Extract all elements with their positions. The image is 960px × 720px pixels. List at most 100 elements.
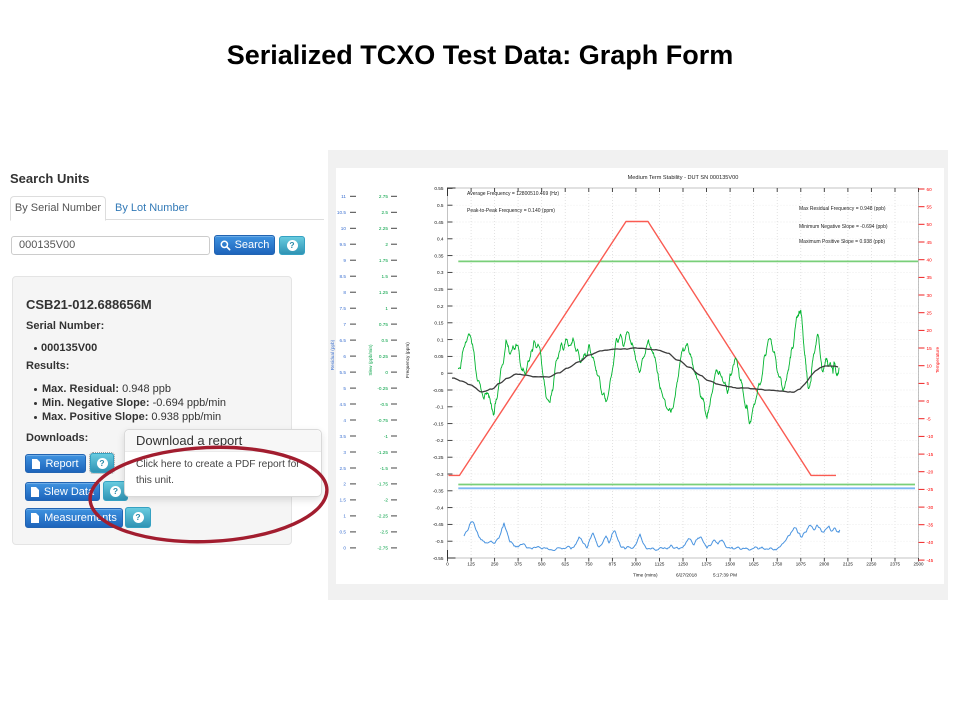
svg-text:Slew (ppb/min): Slew (ppb/min) (368, 344, 373, 376)
svg-text:1875: 1875 (796, 562, 807, 567)
svg-text:4.5: 4.5 (339, 402, 346, 407)
svg-text:625: 625 (561, 562, 569, 567)
svg-text:-2.5: -2.5 (380, 530, 388, 535)
svg-text:500: 500 (538, 562, 546, 567)
svg-text:4: 4 (343, 418, 346, 423)
svg-text:1: 1 (385, 306, 388, 311)
svg-text:5.5: 5.5 (339, 370, 346, 375)
svg-text:60: 60 (927, 187, 933, 192)
svg-text:0: 0 (441, 371, 444, 376)
svg-text:-1.75: -1.75 (377, 482, 388, 487)
svg-text:-0.25: -0.25 (377, 386, 388, 391)
svg-text:2375: 2375 (890, 562, 901, 567)
svg-text:2125: 2125 (843, 562, 854, 567)
svg-text:Residual (ppb): Residual (ppb) (330, 339, 335, 370)
svg-text:2: 2 (343, 482, 346, 487)
svg-text:-0.75: -0.75 (377, 418, 388, 423)
svg-text:9: 9 (343, 258, 346, 263)
svg-text:Temperature: Temperature (935, 346, 940, 373)
svg-text:Maximum Positive Slope = 0.938: Maximum Positive Slope = 0.938 (ppb) (799, 239, 885, 245)
svg-text:875: 875 (609, 562, 617, 567)
svg-text:5: 5 (927, 381, 930, 386)
svg-text:-0.35: -0.35 (433, 489, 444, 494)
svg-text:3.5: 3.5 (339, 434, 346, 439)
svg-text:-2.75: -2.75 (377, 546, 388, 551)
svg-text:2.75: 2.75 (379, 194, 389, 199)
svg-text:0.75: 0.75 (379, 322, 389, 327)
svg-text:1: 1 (343, 514, 346, 519)
svg-text:30: 30 (927, 293, 933, 298)
svg-text:Frequency (ppm): Frequency (ppm) (405, 342, 410, 378)
svg-text:0.25: 0.25 (434, 287, 444, 292)
svg-text:2: 2 (385, 242, 388, 247)
svg-text:10: 10 (341, 226, 347, 231)
svg-text:-0.15: -0.15 (433, 421, 444, 426)
svg-text:1375: 1375 (701, 562, 712, 567)
svg-text:-25: -25 (927, 487, 934, 492)
svg-text:-0.55: -0.55 (433, 556, 444, 561)
svg-text:-0.2: -0.2 (435, 438, 443, 443)
svg-text:1.75: 1.75 (379, 258, 389, 263)
svg-text:375: 375 (514, 562, 522, 567)
svg-text:15: 15 (927, 346, 933, 351)
svg-text:1.5: 1.5 (381, 274, 388, 279)
svg-text:Minimum Negative Slope = -0.69: Minimum Negative Slope = -0.694 (ppb) (799, 224, 888, 230)
svg-text:-5: -5 (927, 417, 932, 422)
svg-text:Medium Term Stability - DUT SN: Medium Term Stability - DUT SN 000135V00 (628, 175, 739, 181)
svg-text:-0.3: -0.3 (435, 472, 443, 477)
svg-text:125: 125 (467, 562, 475, 567)
svg-text:-1.25: -1.25 (377, 450, 388, 455)
svg-text:3: 3 (343, 450, 346, 455)
svg-text:0.15: 0.15 (434, 321, 444, 326)
svg-text:45: 45 (927, 240, 933, 245)
svg-text:Time (mins): Time (mins) (633, 573, 658, 578)
svg-text:-2: -2 (384, 498, 389, 503)
svg-text:6: 6 (343, 354, 346, 359)
svg-text:35: 35 (927, 275, 933, 280)
svg-text:9.5: 9.5 (339, 242, 346, 247)
svg-text:Average Frequency = 12800510.4: Average Frequency = 12800510.469 (Hz) (467, 191, 559, 197)
svg-text:1.25: 1.25 (379, 290, 389, 295)
svg-text:40: 40 (927, 258, 933, 263)
svg-text:1250: 1250 (678, 562, 689, 567)
svg-text:0.55: 0.55 (434, 186, 444, 191)
svg-text:0.45: 0.45 (434, 220, 444, 225)
svg-text:50: 50 (927, 222, 933, 227)
svg-text:750: 750 (585, 562, 593, 567)
svg-text:10: 10 (927, 364, 933, 369)
svg-text:20: 20 (927, 328, 933, 333)
svg-text:1625: 1625 (749, 562, 760, 567)
svg-text:0.5: 0.5 (437, 203, 444, 208)
svg-text:5:17:39 PM: 5:17:39 PM (713, 573, 737, 578)
svg-text:7: 7 (343, 322, 346, 327)
svg-text:8: 8 (343, 290, 346, 295)
svg-text:-0.4: -0.4 (435, 505, 443, 510)
svg-text:2.5: 2.5 (381, 210, 388, 215)
svg-text:6.5: 6.5 (339, 338, 346, 343)
svg-text:-35: -35 (927, 523, 934, 528)
svg-text:0.3: 0.3 (437, 270, 444, 275)
svg-text:-2.25: -2.25 (377, 514, 388, 519)
svg-text:25: 25 (927, 311, 933, 316)
svg-text:-0.45: -0.45 (433, 522, 444, 527)
svg-text:2.25: 2.25 (379, 226, 389, 231)
svg-text:-15: -15 (927, 452, 934, 457)
svg-text:-0.5: -0.5 (380, 402, 388, 407)
svg-text:250: 250 (491, 562, 499, 567)
svg-text:0.05: 0.05 (434, 354, 444, 359)
svg-text:0.2: 0.2 (437, 304, 444, 309)
svg-text:0.25: 0.25 (379, 354, 389, 359)
svg-text:Peak-to-Peak Frequency = 0.140: Peak-to-Peak Frequency = 0.140 (ppm) (467, 208, 555, 214)
svg-text:-0.1: -0.1 (435, 405, 443, 410)
svg-text:1750: 1750 (772, 562, 783, 567)
svg-text:1125: 1125 (655, 562, 665, 567)
svg-text:0.5: 0.5 (381, 338, 388, 343)
svg-text:0.4: 0.4 (437, 237, 444, 242)
svg-text:55: 55 (927, 205, 933, 210)
svg-text:-0.25: -0.25 (433, 455, 444, 460)
svg-text:10.5: 10.5 (337, 210, 347, 215)
svg-text:0: 0 (385, 370, 388, 375)
svg-text:1000: 1000 (631, 562, 642, 567)
svg-text:2500: 2500 (913, 562, 924, 567)
svg-text:Max Residual Frequency = 0.948: Max Residual Frequency = 0.948 (ppb) (799, 206, 886, 212)
